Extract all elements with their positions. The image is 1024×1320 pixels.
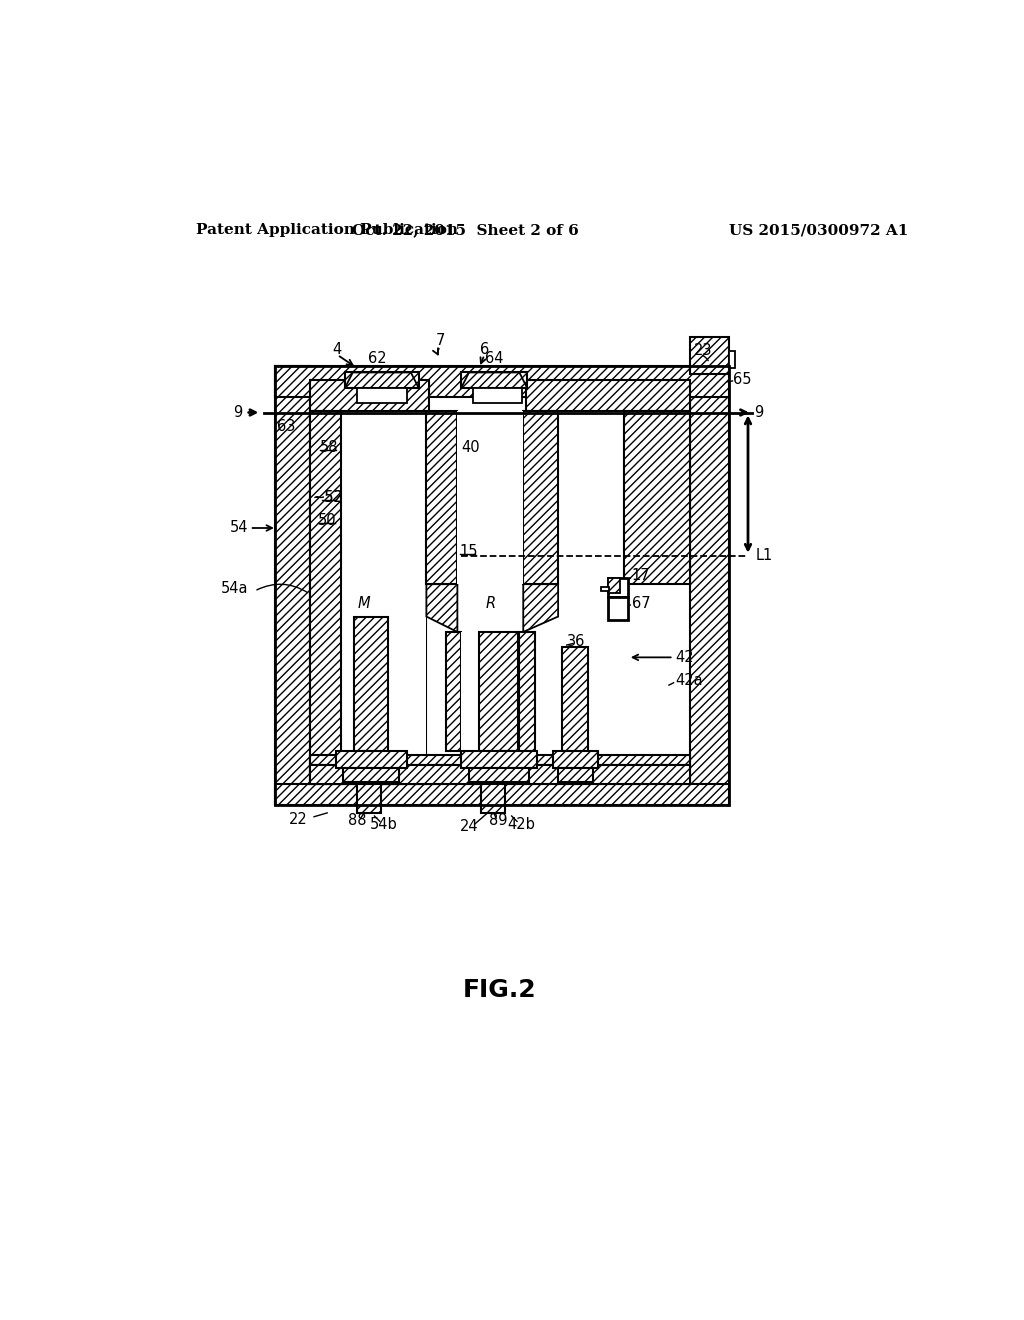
Text: 54b: 54b bbox=[370, 817, 397, 832]
Text: 63: 63 bbox=[276, 418, 295, 434]
Bar bbox=[473, 388, 521, 404]
Bar bbox=[310, 380, 429, 411]
Text: 7: 7 bbox=[435, 334, 445, 348]
Text: M: M bbox=[357, 595, 370, 611]
Bar bbox=[275, 784, 729, 805]
Text: 23: 23 bbox=[693, 343, 713, 359]
Text: Oct. 22, 2015  Sheet 2 of 6: Oct. 22, 2015 Sheet 2 of 6 bbox=[352, 223, 579, 238]
Bar bbox=[558, 585, 624, 784]
Bar bbox=[354, 616, 388, 751]
Bar bbox=[690, 337, 729, 374]
Text: 17: 17 bbox=[632, 568, 650, 583]
Text: US 2015/0300972 A1: US 2015/0300972 A1 bbox=[729, 223, 908, 238]
Text: 42a: 42a bbox=[675, 673, 702, 688]
Text: 24: 24 bbox=[460, 820, 478, 834]
Bar bbox=[458, 411, 523, 585]
Bar bbox=[607, 578, 628, 598]
Text: 54a: 54a bbox=[220, 581, 248, 595]
Bar bbox=[519, 632, 535, 751]
Bar bbox=[729, 351, 735, 368]
Text: 40: 40 bbox=[461, 440, 480, 454]
Bar bbox=[469, 768, 529, 781]
Bar bbox=[562, 647, 588, 751]
Bar bbox=[445, 632, 461, 751]
Text: −52: −52 bbox=[312, 490, 343, 504]
Bar bbox=[479, 632, 518, 751]
Bar bbox=[553, 751, 598, 768]
Text: 42: 42 bbox=[675, 649, 694, 665]
Text: 36: 36 bbox=[566, 635, 585, 649]
Bar bbox=[341, 411, 426, 784]
Text: 58: 58 bbox=[321, 440, 339, 454]
Bar bbox=[607, 597, 628, 620]
Bar bbox=[357, 784, 381, 813]
Text: 42b: 42b bbox=[508, 817, 536, 832]
Text: 50: 50 bbox=[317, 512, 337, 528]
Bar bbox=[481, 784, 505, 813]
Bar bbox=[275, 367, 310, 805]
Text: FIG.2: FIG.2 bbox=[463, 978, 537, 1002]
Bar bbox=[426, 411, 458, 585]
Bar bbox=[525, 380, 690, 411]
Bar bbox=[341, 411, 426, 784]
Bar bbox=[345, 372, 419, 388]
Bar bbox=[461, 751, 538, 768]
Text: 9: 9 bbox=[755, 405, 764, 420]
Bar bbox=[461, 372, 527, 388]
Bar bbox=[275, 367, 729, 397]
Text: 4: 4 bbox=[333, 342, 342, 356]
Bar bbox=[310, 411, 341, 784]
Bar bbox=[310, 755, 690, 766]
Text: 65: 65 bbox=[732, 372, 751, 387]
Text: 88: 88 bbox=[348, 813, 367, 828]
Bar bbox=[624, 411, 690, 585]
Bar bbox=[690, 367, 729, 805]
Polygon shape bbox=[345, 372, 419, 388]
Text: L1: L1 bbox=[756, 548, 773, 564]
Text: 62: 62 bbox=[369, 351, 387, 366]
Bar bbox=[461, 632, 519, 751]
Text: 54: 54 bbox=[229, 520, 248, 536]
Bar bbox=[356, 388, 407, 404]
Bar bbox=[310, 766, 690, 784]
Bar bbox=[336, 751, 407, 768]
Bar bbox=[275, 367, 729, 805]
Text: 15: 15 bbox=[460, 544, 478, 558]
Text: 9: 9 bbox=[232, 405, 242, 420]
Text: R: R bbox=[485, 595, 496, 611]
Bar bbox=[607, 578, 621, 594]
Bar bbox=[558, 411, 624, 784]
Bar bbox=[601, 586, 608, 591]
Polygon shape bbox=[523, 585, 558, 632]
Text: 89: 89 bbox=[489, 813, 508, 828]
Text: ~52: ~52 bbox=[312, 490, 343, 504]
Bar bbox=[343, 768, 399, 781]
Text: 6: 6 bbox=[480, 342, 489, 356]
Text: 64: 64 bbox=[484, 351, 503, 366]
Bar bbox=[558, 768, 593, 781]
Bar bbox=[523, 411, 558, 585]
Text: 22: 22 bbox=[289, 812, 308, 826]
Polygon shape bbox=[461, 372, 527, 388]
Text: Patent Application Publication: Patent Application Publication bbox=[197, 223, 458, 238]
Polygon shape bbox=[426, 585, 458, 632]
Text: 67: 67 bbox=[632, 595, 650, 611]
